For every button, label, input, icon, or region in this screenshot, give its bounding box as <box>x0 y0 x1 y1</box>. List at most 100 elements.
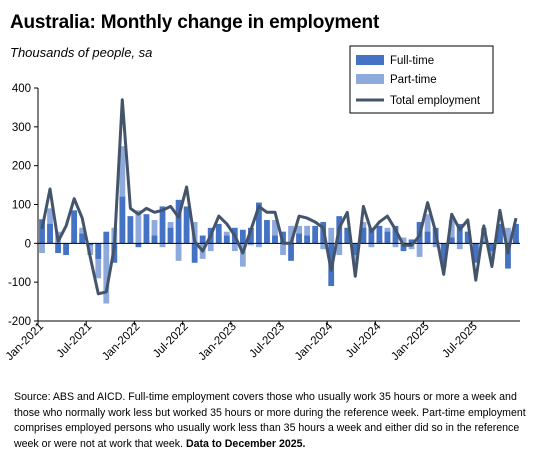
y-tick-label: 200 <box>12 161 31 173</box>
x-tick-label: Jul-2023 <box>247 321 287 361</box>
full-time-bar <box>159 206 166 244</box>
part-time-bar <box>39 243 45 254</box>
legend-label-total-employment: Total employment <box>390 95 481 107</box>
full-time-bar <box>296 233 302 244</box>
x-axis-ticks: Jan-2021 Jul-2021 Jan-2022 Jul-2022 Jan-2023… <box>4 320 480 363</box>
source-note: Source: ABS and AICD. Full-time employme… <box>14 390 539 452</box>
part-time-bar <box>95 243 102 279</box>
full-time-bar <box>488 243 495 252</box>
full-time-bar <box>448 237 455 244</box>
full-time-bar <box>360 227 367 244</box>
full-time-bar <box>352 243 359 255</box>
full-time-bar <box>143 214 150 244</box>
part-time-bar <box>456 243 463 250</box>
x-tick-label: Jul-2025 <box>440 321 480 361</box>
full-time-bar <box>47 223 53 244</box>
legend-label-part-time: Part-time <box>390 74 437 86</box>
part-time-bar <box>231 243 238 252</box>
x-tick-label: Jul-2022 <box>151 321 191 361</box>
part-time-bar <box>320 243 327 250</box>
part-time-bar <box>207 243 214 252</box>
y-tick-label: 300 <box>12 122 31 134</box>
y-axis-ticks: -200 -100 0 100 200 300 400 <box>8 83 38 328</box>
source-text: Source: ABS and AICD. Full-time employme… <box>14 391 526 450</box>
part-time-bar <box>87 243 94 255</box>
y-tick-label: 400 <box>12 83 31 95</box>
part-time-bar <box>288 225 294 244</box>
x-tick-label: Jan-2022 <box>100 321 142 363</box>
part-time-bar <box>416 243 423 257</box>
part-time-bar <box>272 220 278 244</box>
full-time-bar <box>440 243 447 267</box>
full-time-bar <box>344 227 351 244</box>
full-time-bar <box>247 227 254 244</box>
legend-label-full-time: Full-time <box>390 55 434 67</box>
full-time-bar <box>384 231 391 244</box>
full-time-bar <box>288 243 294 261</box>
part-time-bar <box>135 210 142 244</box>
full-time-bar <box>215 223 222 244</box>
part-time-bar <box>400 237 407 244</box>
full-time-bar <box>167 227 174 244</box>
total-employment-line <box>40 98 518 296</box>
legend-swatch-full-time <box>356 55 384 65</box>
part-time-bar <box>448 220 455 244</box>
full-time-bar <box>480 241 487 244</box>
part-time-bar <box>368 243 375 248</box>
part-time-bar <box>159 243 166 248</box>
full-time-bar <box>175 199 182 244</box>
part-time-bar <box>392 243 399 248</box>
full-time-bar <box>223 235 230 244</box>
part-time-bar <box>328 227 335 244</box>
y-tick-label: 100 <box>12 200 31 212</box>
y-tick-label: -200 <box>8 316 31 328</box>
full-time-bar <box>191 243 198 263</box>
full-time-bar <box>464 231 471 244</box>
full-time-bar <box>127 216 134 244</box>
x-tick-label: Jan-2025 <box>389 321 431 363</box>
full-time-bar <box>183 206 190 244</box>
full-time-bar <box>513 223 519 244</box>
x-tick-label: Jul-2021 <box>55 321 95 361</box>
full-time-bar <box>497 223 503 244</box>
full-time-bar <box>119 196 126 244</box>
part-time-bar <box>151 220 158 244</box>
full-time-bar <box>272 235 278 244</box>
y-tick-label: 0 <box>25 238 31 250</box>
legend: Full-time Part-time Total employment <box>349 45 494 114</box>
full-time-bar <box>456 223 463 244</box>
full-time-bar <box>95 243 102 259</box>
employment-chart: -200 -100 0 100 200 300 400 Jan-2021 Jul-2021 Ja… <box>4 45 520 363</box>
full-time-bar <box>424 231 431 244</box>
full-time-bar <box>239 229 246 244</box>
x-tick-label: Jan-2023 <box>197 321 239 363</box>
part-time-bar <box>175 243 182 261</box>
full-time-bar <box>304 235 311 244</box>
full-time-bar <box>71 210 78 244</box>
part-time-bar <box>424 214 431 244</box>
y-tick-label: -100 <box>8 277 31 289</box>
full-time-bar <box>392 225 399 244</box>
full-time-bar <box>472 243 479 263</box>
part-time-bar <box>239 243 246 267</box>
full-time-bar <box>63 243 70 255</box>
part-time-bar <box>304 225 311 244</box>
full-time-bar <box>151 235 158 244</box>
part-time-bar <box>119 146 126 244</box>
full-time-bar <box>39 219 45 244</box>
full-time-bar <box>312 225 319 244</box>
full-time-bar <box>408 239 415 244</box>
full-time-bar <box>79 233 86 244</box>
full-time-bar <box>135 243 142 248</box>
full-time-bar <box>368 227 375 244</box>
full-time-bar <box>400 243 407 252</box>
chart-subtitle: Thousands of people, sa <box>10 45 153 60</box>
full-time-bar <box>55 243 61 254</box>
x-tick-label: Jan-2024 <box>293 320 336 363</box>
full-time-bar <box>87 243 94 246</box>
full-time-bar <box>103 231 110 244</box>
full-time-bar <box>264 220 270 244</box>
full-time-bar <box>199 235 206 244</box>
full-time-bar <box>256 202 262 244</box>
full-time-bar <box>376 225 383 244</box>
